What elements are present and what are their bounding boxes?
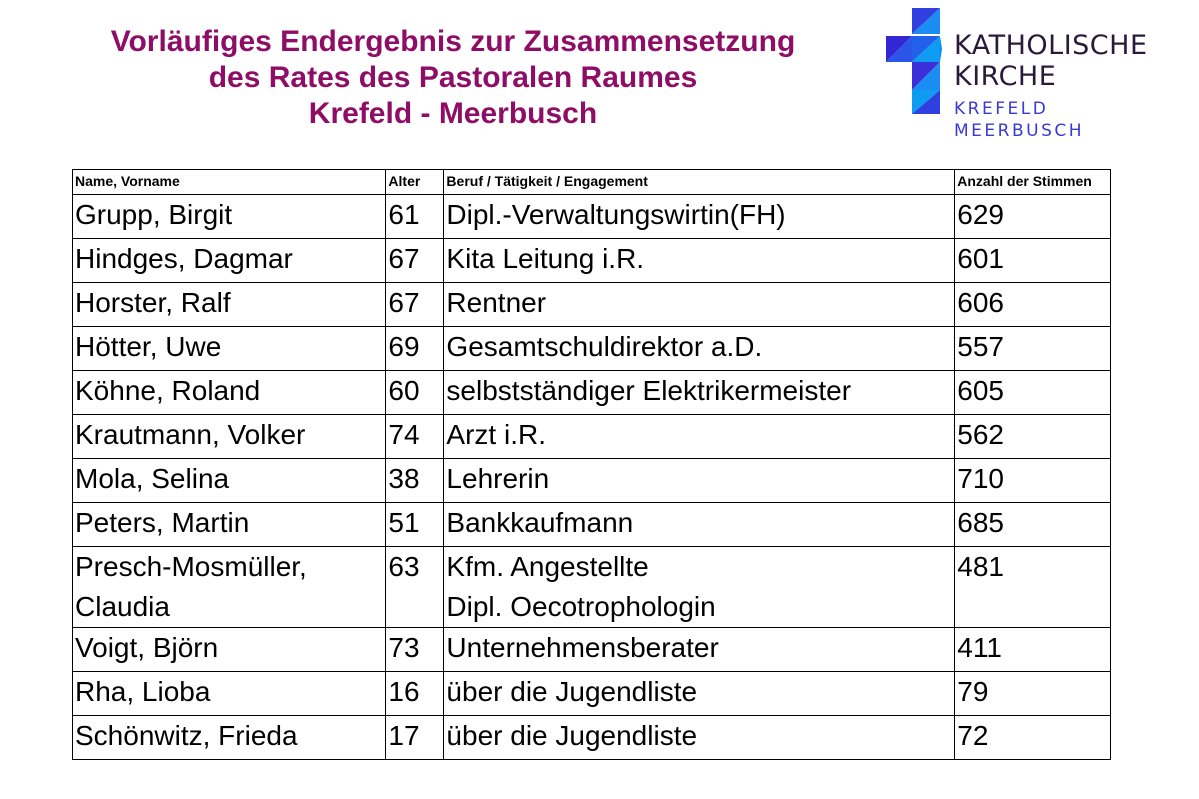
church-logo: KATHOLISCHE KIRCHE KREFELD MEERBUSCH [884, 6, 1184, 146]
table-row: Hötter, Uwe 69 Gesamtschuldirektor a.D. … [71, 326, 1111, 371]
cell-name: Grupp, Birgit [71, 194, 387, 239]
table-row: Presch-Mosmüller, Claudia 63 Kfm. Angest… [71, 546, 1111, 628]
table-row: Voigt, Björn 73 Unternehmensberater 411 [71, 627, 1111, 672]
cell-job: über die Jugendliste [443, 671, 956, 716]
cell-age: 38 [385, 458, 445, 503]
table-row: Krautmann, Volker 74 Arzt i.R. 562 [71, 414, 1111, 459]
cell-name: Hindges, Dagmar [71, 238, 387, 283]
cell-job: selbstständiger Elektrikermeister [443, 370, 956, 415]
cell-job: Kita Leitung i.R. [443, 238, 956, 283]
cell-votes: 601 [954, 238, 1111, 283]
table-row: Hindges, Dagmar 67 Kita Leitung i.R. 601 [71, 238, 1111, 283]
header-votes: Anzahl der Stimmen [954, 169, 1111, 195]
cell-votes: 72 [954, 715, 1111, 760]
cell-job-line-2: Dipl. Oecotrophologin [446, 591, 716, 622]
cell-job: Arzt i.R. [443, 414, 956, 459]
cell-name: Voigt, Björn [71, 627, 387, 672]
cell-name-line-1: Presch-Mosmüller, [75, 551, 307, 582]
cell-votes: 605 [954, 370, 1111, 415]
cell-name: Krautmann, Volker [71, 414, 387, 459]
cell-job: Gesamtschuldirektor a.D. [443, 326, 956, 371]
table-row: Köhne, Roland 60 selbstständiger Elektri… [71, 370, 1111, 415]
cell-name-line-2: Claudia [75, 591, 170, 622]
header-age: Alter [385, 169, 445, 195]
cell-name: Mola, Selina [71, 458, 387, 503]
cell-votes: 685 [954, 502, 1111, 547]
cell-age: 61 [385, 194, 445, 239]
cell-votes: 411 [954, 627, 1111, 672]
header-job: Beruf / Tätigkeit / Engagement [443, 169, 956, 195]
cell-votes: 562 [954, 414, 1111, 459]
cell-job: Bankkaufmann [443, 502, 956, 547]
cell-age: 17 [385, 715, 445, 760]
cell-votes: 79 [954, 671, 1111, 716]
title-line-2: des Rates des Pastoralen Raumes [208, 61, 698, 94]
table-row: Rha, Lioba 16 über die Jugendliste 79 [71, 671, 1111, 716]
cell-age: 63 [385, 546, 445, 628]
title-line-1: Vorläufiges Endergebnis zur Zusammensetz… [110, 25, 796, 58]
cell-votes: 606 [954, 282, 1111, 327]
cell-name: Horster, Ralf [71, 282, 387, 327]
table-row: Schönwitz, Frieda 17 über die Jugendlist… [71, 715, 1111, 760]
logo-text-meerbusch: MEERBUSCH [954, 121, 1085, 141]
cell-age: 69 [385, 326, 445, 371]
cell-name: Hötter, Uwe [71, 326, 387, 371]
table-row: Peters, Martin 51 Bankkaufmann 685 [71, 502, 1111, 547]
cell-name: Köhne, Roland [71, 370, 387, 415]
cell-job: Dipl.-Verwaltungswirtin(FH) [443, 194, 956, 239]
table-header-row: Name, Vorname Alter Beruf / Tätigkeit / … [71, 169, 1111, 195]
cell-name: Peters, Martin [71, 502, 387, 547]
cell-age: 74 [385, 414, 445, 459]
table-row: Horster, Ralf 67 Rentner 606 [71, 282, 1111, 327]
cell-job: Rentner [443, 282, 956, 327]
cell-name: Presch-Mosmüller, Claudia [71, 546, 387, 628]
cross-logo-icon [886, 8, 942, 114]
cell-job: Lehrerin [443, 458, 956, 503]
cell-job: Kfm. Angestellte Dipl. Oecotrophologin [443, 546, 956, 628]
cell-age: 51 [385, 502, 445, 547]
cell-age: 67 [385, 282, 445, 327]
table-row: Grupp, Birgit 61 Dipl.-Verwaltungswirtin… [71, 194, 1111, 239]
cell-job-line-1: Kfm. Angestellte [446, 551, 649, 582]
cell-age: 73 [385, 627, 445, 672]
cell-job: Unternehmensberater [443, 627, 956, 672]
cell-age: 60 [385, 370, 445, 415]
cell-votes: 481 [954, 546, 1111, 628]
cell-age: 16 [385, 671, 445, 716]
page-title: Vorläufiges Endergebnis zur Zusammensetz… [40, 24, 866, 132]
cell-votes: 710 [954, 458, 1111, 503]
cell-name: Schönwitz, Frieda [71, 715, 387, 760]
cell-age: 67 [385, 238, 445, 283]
logo-text-krefeld: KREFELD [954, 99, 1049, 119]
results-table: Name, Vorname Alter Beruf / Tätigkeit / … [71, 169, 1111, 760]
cell-votes: 557 [954, 326, 1111, 371]
cell-job: über die Jugendliste [443, 715, 956, 760]
title-line-3: Krefeld - Meerbusch [308, 97, 598, 130]
logo-text-kirche: KIRCHE [954, 61, 1057, 92]
cell-name: Rha, Lioba [71, 671, 387, 716]
table-row: Mola, Selina 38 Lehrerin 710 [71, 458, 1111, 503]
cell-votes: 629 [954, 194, 1111, 239]
header-name: Name, Vorname [71, 169, 387, 195]
logo-text-katholische: KATHOLISCHE [954, 30, 1148, 61]
